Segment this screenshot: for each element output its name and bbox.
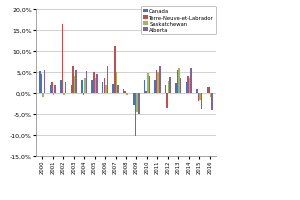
Bar [135,93,136,136]
Bar [146,91,147,93]
Bar [126,93,128,96]
Bar [50,86,51,93]
Bar [147,73,148,93]
Bar [168,82,170,93]
Bar [53,93,54,96]
Bar [136,93,138,112]
Bar [41,75,42,93]
Bar [189,79,190,93]
Bar [86,72,87,93]
Bar [169,78,171,93]
Bar [44,70,45,93]
Bar [72,66,74,93]
Bar [190,68,192,93]
Bar [186,83,187,93]
Bar [123,89,124,93]
Bar [165,86,166,93]
Bar [138,93,140,114]
Bar [103,79,105,93]
Bar [180,79,182,93]
Bar [74,77,75,93]
Bar [84,79,86,93]
Bar [63,93,65,96]
Bar [117,85,119,93]
Bar [211,93,213,110]
Bar [105,85,106,93]
Bar [114,47,116,93]
Bar [148,77,150,93]
Bar [65,83,66,93]
Bar [159,66,160,93]
Bar [175,84,177,93]
Bar [102,83,104,93]
Bar [96,75,98,93]
Bar [60,81,61,93]
Bar [106,66,108,93]
Bar [177,70,178,93]
Bar [39,72,41,93]
Bar [92,81,93,93]
Bar [70,86,72,93]
Bar [124,91,126,93]
Bar [210,93,211,98]
Bar [75,70,77,93]
Bar [156,70,158,93]
Bar [116,73,117,93]
Bar [207,88,208,93]
Bar [42,93,44,98]
Bar [61,25,63,93]
Bar [201,93,203,109]
Bar [208,87,210,93]
Bar [82,93,84,96]
Bar [196,90,198,93]
Bar [54,85,56,93]
Bar [93,73,94,93]
Bar [187,77,189,93]
Bar [158,73,159,93]
Bar [51,83,53,93]
Bar [199,93,201,101]
Legend: Canada, Terre-Neuve-et-Labrador, Saskatchewan, Alberta: Canada, Terre-Neuve-et-Labrador, Saskatc… [141,7,216,35]
Bar [178,68,180,93]
Bar [112,85,114,93]
Bar [81,80,82,93]
Bar [133,93,135,106]
Bar [198,93,199,102]
Bar [154,80,156,93]
Bar [94,79,96,93]
Bar [166,93,168,108]
Bar [144,80,146,93]
